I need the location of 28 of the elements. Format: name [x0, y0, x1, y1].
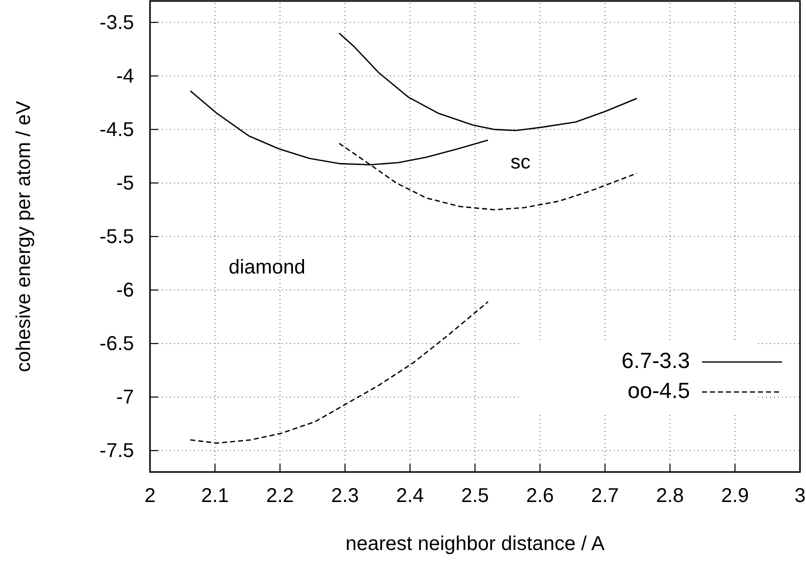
- annotation: sc: [510, 151, 530, 174]
- legend-label: oo-4.5: [628, 378, 690, 403]
- x-tick-label: 2.2: [266, 485, 294, 508]
- x-tick-label: 2.3: [331, 485, 359, 508]
- legend-label: 6.7-3.3: [622, 348, 690, 373]
- x-tick-label: 3: [794, 485, 806, 508]
- y-axis-title: cohesive energy per atom / eV: [13, 100, 35, 372]
- x-tick-label: 2.6: [526, 485, 554, 508]
- y-tick-label: -6: [116, 279, 134, 302]
- x-tick-label: 2.5: [461, 485, 489, 508]
- x-tick-label: 2.4: [396, 485, 424, 508]
- x-axis-title: nearest neighbor distance / A: [345, 533, 606, 555]
- y-tick-label: -7: [116, 386, 134, 408]
- y-tick-label: -7.5: [100, 440, 134, 462]
- y-tick-label: -3.5: [100, 12, 134, 34]
- x-tick-label: 2.8: [656, 485, 684, 508]
- annotation: diamond: [228, 256, 306, 278]
- x-tick-label: 2: [144, 485, 156, 508]
- x-tick-label: 2.1: [201, 485, 229, 508]
- x-tick-label: 2.9: [721, 485, 749, 508]
- line-series: [190, 301, 489, 444]
- y-tick-label: -5.5: [100, 226, 134, 248]
- y-tick-label: -4: [116, 65, 134, 88]
- y-tick-label: -5: [116, 172, 134, 194]
- line-series: [338, 32, 638, 132]
- y-tick-label: -4.5: [100, 118, 134, 141]
- y-tick-label: -6.5: [100, 332, 134, 355]
- x-tick-label: 2.7: [591, 485, 619, 508]
